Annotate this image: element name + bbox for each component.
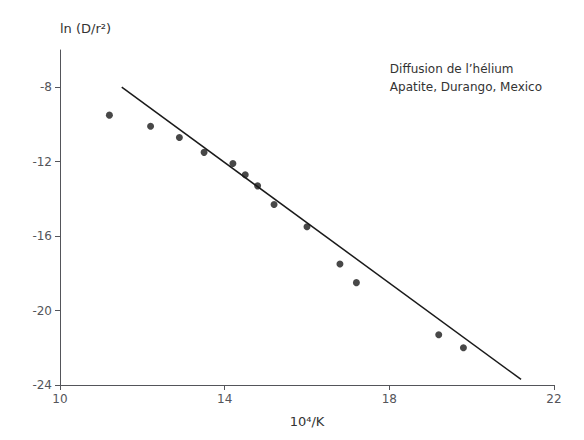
svg-text:Diffusion de l’hélium: Diffusion de l’hélium — [390, 62, 514, 76]
svg-text:ln (D/r²): ln (D/r²) — [60, 21, 111, 36]
svg-text:-24: -24 — [32, 378, 52, 392]
svg-text:-8: -8 — [40, 80, 52, 94]
svg-text:-20: -20 — [32, 304, 52, 318]
svg-text:10: 10 — [52, 392, 67, 406]
svg-text:-16: -16 — [32, 229, 52, 243]
svg-text:14: 14 — [217, 392, 232, 406]
svg-text:18: 18 — [382, 392, 397, 406]
svg-text:22: 22 — [546, 392, 561, 406]
svg-text:10⁴/K: 10⁴/K — [290, 414, 325, 429]
svg-text:-12: -12 — [32, 155, 52, 169]
svg-text:Apatite, Durango, Mexico: Apatite, Durango, Mexico — [390, 80, 542, 94]
